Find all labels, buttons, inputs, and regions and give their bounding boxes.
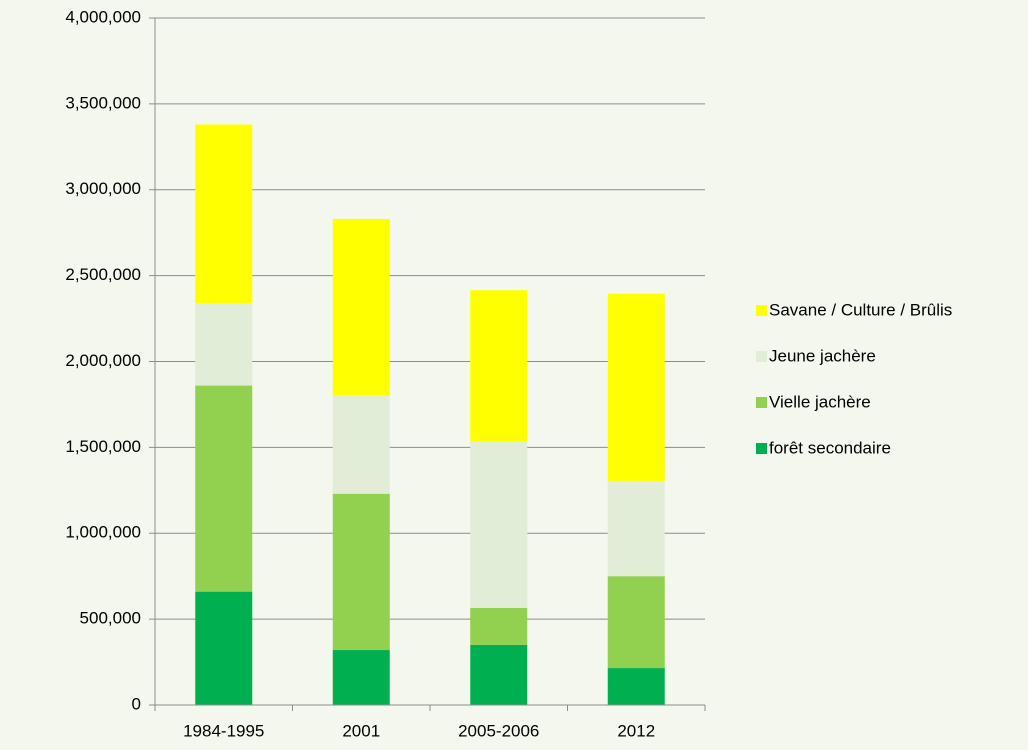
y-tick-label: 1,500,000 xyxy=(65,437,141,456)
x-tick-label: 2005-2006 xyxy=(458,721,539,740)
legend-label: forêt secondaire xyxy=(769,438,891,457)
bar-segment xyxy=(607,293,665,481)
y-tick-label: 0 xyxy=(132,694,141,713)
legend-label: Savane / Culture / Brûlis xyxy=(769,300,952,319)
x-tick-label: 1984-1995 xyxy=(183,721,264,740)
bar-segment xyxy=(607,576,665,669)
bar-segment xyxy=(470,441,528,608)
y-tick-label: 500,000 xyxy=(80,609,141,628)
y-tick-label: 2,500,000 xyxy=(65,265,141,284)
bar-segment xyxy=(332,493,390,651)
bar-segment xyxy=(195,591,253,705)
bar-segment xyxy=(332,218,390,395)
bar-segment xyxy=(195,303,253,386)
bar-segment xyxy=(332,394,390,494)
x-tick-label: 2012 xyxy=(617,721,655,740)
bar-segment xyxy=(607,480,665,577)
bar-segment xyxy=(470,644,528,705)
legend-label: Vielle jachère xyxy=(769,392,871,411)
x-tick-label: 2001 xyxy=(342,721,380,740)
bar-segment xyxy=(607,668,665,705)
y-tick-label: 2,000,000 xyxy=(65,351,141,370)
bar-segment xyxy=(195,385,253,592)
legend-swatch xyxy=(756,397,767,408)
legend-label: Jeune jachère xyxy=(769,346,876,365)
y-tick-label: 3,000,000 xyxy=(65,179,141,198)
bar-segment xyxy=(332,650,390,705)
bar-segment xyxy=(470,290,528,442)
bar-segment xyxy=(470,607,528,645)
legend-swatch xyxy=(756,305,767,316)
bar-segment xyxy=(195,124,253,304)
y-tick-label: 3,500,000 xyxy=(65,93,141,112)
y-tick-label: 4,000,000 xyxy=(65,7,141,26)
legend-swatch xyxy=(756,351,767,362)
y-tick-label: 1,000,000 xyxy=(65,523,141,542)
legend-swatch xyxy=(756,443,767,454)
